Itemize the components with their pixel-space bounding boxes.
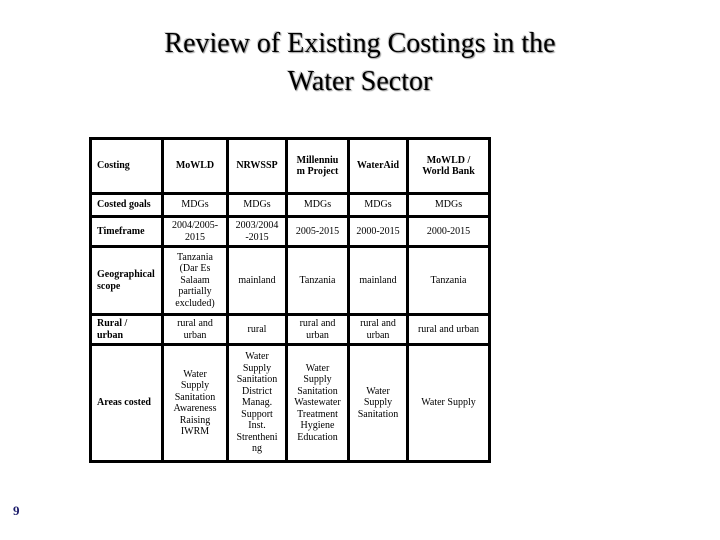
table-cell: rural and urban — [347, 313, 409, 346]
table-row-costed-goals: Costed goals MDGs MDGs MDGs MDGs MDGs — [89, 192, 491, 218]
table-cell: Water Supply Sanitation Wastewater Treat… — [285, 343, 350, 463]
table-cell: MDGs — [347, 192, 409, 218]
table-row-rural-urban: Rural / urban rural and urban rural rura… — [89, 313, 491, 346]
table-cell: MDGs — [285, 192, 350, 218]
page-number: 9 — [13, 503, 20, 518]
table-cell: MDGs — [226, 192, 288, 218]
table-cell: 2000-2015 — [406, 215, 491, 248]
table-cell: Water Supply Sanitation District Manag. … — [226, 343, 288, 463]
table-cell: 2004/2005- 2015 — [161, 215, 229, 248]
header-cell-costing: Costing — [89, 137, 164, 195]
table-cell: rural — [226, 313, 288, 346]
row-label-geographical-scope: Geographical scope — [89, 245, 164, 316]
table-cell: 2003/2004 -2015 — [226, 215, 288, 248]
table-cell: 2005-2015 — [285, 215, 350, 248]
table-cell: rural and urban — [161, 313, 229, 346]
table-cell: mainland — [226, 245, 288, 316]
table-cell: Water Supply Sanitation — [347, 343, 409, 463]
row-label-timeframe: Timeframe — [89, 215, 164, 248]
table-cell: mainland — [347, 245, 409, 316]
table-cell: Tanzania (Dar Es Salaam partially exclud… — [161, 245, 229, 316]
table-cell: MDGs — [406, 192, 491, 218]
header-cell-millennium-project: Millenniu m Project — [285, 137, 350, 195]
slide-title: Review of Existing Costings in the Water… — [164, 28, 556, 97]
table-cell: Tanzania — [406, 245, 491, 316]
table-cell: MDGs — [161, 192, 229, 218]
header-cell-nrwssp: NRWSSP — [226, 137, 288, 195]
costings-table: Costing MoWLD NRWSSP Millenniu m Project… — [89, 137, 491, 463]
table-cell: rural and urban — [285, 313, 350, 346]
row-label-costed-goals: Costed goals — [89, 192, 164, 218]
table-row-timeframe: Timeframe 2004/2005- 2015 2003/2004 -201… — [89, 215, 491, 248]
table-row-geographical-scope: Geographical scope Tanzania (Dar Es Sala… — [89, 245, 491, 316]
row-label-areas-costed: Areas costed — [89, 343, 164, 463]
table-header-row: Costing MoWLD NRWSSP Millenniu m Project… — [89, 137, 491, 195]
table-cell: Water Supply — [406, 343, 491, 463]
row-label-rural-urban: Rural / urban — [89, 313, 164, 346]
header-cell-wateraid: WaterAid — [347, 137, 409, 195]
header-cell-mowld: MoWLD — [161, 137, 229, 195]
header-cell-mowld-world-bank: MoWLD / World Bank — [406, 137, 491, 195]
table-cell: 2000-2015 — [347, 215, 409, 248]
table-row-areas-costed: Areas costed Water Supply Sanitation Awa… — [89, 343, 491, 463]
table-cell: rural and urban — [406, 313, 491, 346]
table-cell: Tanzania — [285, 245, 350, 316]
table-cell: Water Supply Sanitation Awareness Raisin… — [161, 343, 229, 463]
